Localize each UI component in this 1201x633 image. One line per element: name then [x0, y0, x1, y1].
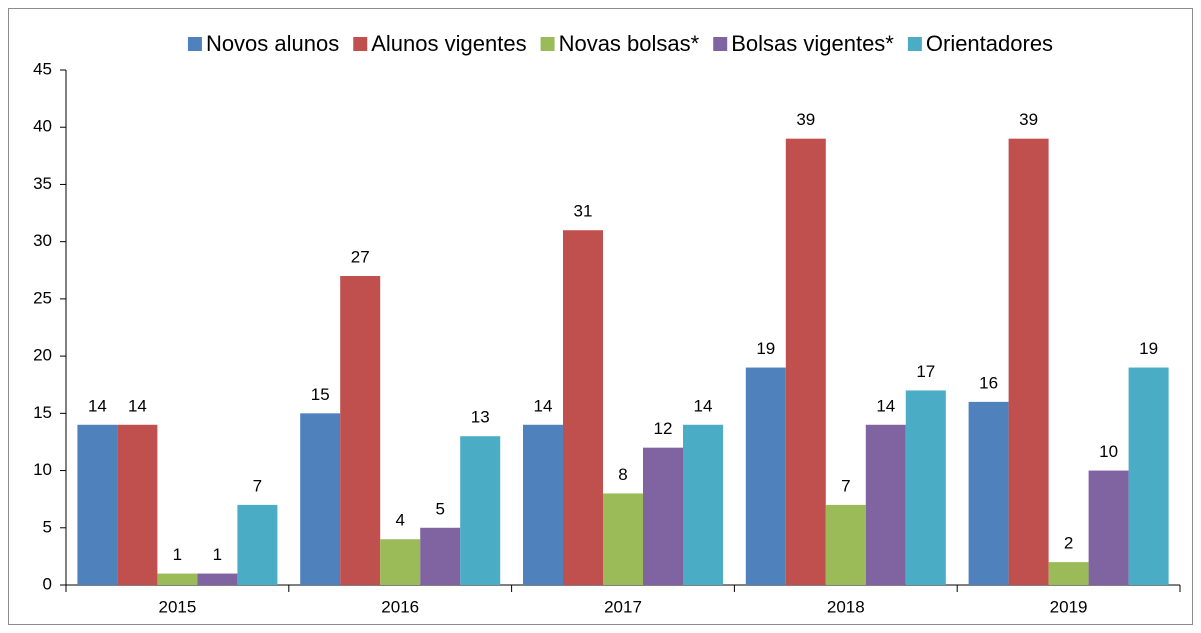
y-tick-label: 45 [33, 59, 52, 78]
data-label: 13 [471, 408, 490, 427]
data-label: 7 [841, 476, 850, 495]
x-tick-label: 2016 [381, 597, 419, 616]
legend-label: Orientadores [926, 31, 1053, 56]
bar [603, 493, 643, 585]
data-label: 14 [128, 396, 147, 415]
data-label: 19 [1139, 339, 1158, 358]
bar [1008, 138, 1049, 585]
data-label: 14 [534, 396, 553, 415]
data-label: 5 [435, 499, 444, 518]
y-tick-label: 35 [33, 174, 52, 193]
y-tick-label: 5 [43, 517, 52, 536]
bar [563, 230, 603, 585]
data-label: 1 [213, 545, 222, 564]
legend-swatch [187, 37, 202, 51]
data-label: 14 [694, 396, 713, 415]
legend-swatch [540, 37, 555, 51]
x-tick-label: 2018 [827, 597, 865, 616]
bar [197, 573, 238, 585]
data-label: 10 [1099, 442, 1118, 461]
legend-label: Bolsas vigentes* [731, 31, 894, 56]
data-label: 14 [88, 396, 107, 415]
bar [460, 436, 501, 585]
data-label: 1 [173, 545, 182, 564]
legend-swatch [907, 37, 922, 51]
bar [117, 424, 158, 585]
data-label: 39 [796, 110, 815, 129]
bar [825, 504, 866, 585]
data-label: 16 [979, 373, 998, 392]
bar [1128, 367, 1169, 585]
bar [683, 424, 723, 585]
y-tick-label: 25 [33, 288, 52, 307]
bar [77, 424, 118, 585]
y-tick-label: 40 [33, 117, 52, 136]
bar [865, 424, 906, 585]
bar [157, 573, 198, 585]
bar [380, 539, 421, 585]
data-label: 17 [916, 362, 935, 381]
bar [237, 504, 278, 585]
x-tick-label: 2019 [1050, 597, 1088, 616]
bar [968, 401, 1009, 585]
data-label: 19 [756, 339, 775, 358]
data-label: 31 [574, 202, 593, 221]
y-tick-label: 20 [33, 346, 52, 365]
y-tick-label: 15 [33, 403, 52, 422]
bar [340, 276, 381, 585]
legend-swatch [353, 37, 368, 51]
data-label: 8 [618, 465, 627, 484]
bar [1088, 470, 1129, 585]
legend-label: Novos alunos [206, 31, 339, 56]
bar [1048, 562, 1089, 585]
x-tick-label: 2015 [158, 597, 196, 616]
legend-label: Alunos vigentes [371, 31, 526, 56]
data-label: 39 [1019, 110, 1038, 129]
data-label: 14 [876, 396, 895, 415]
y-tick-label: 30 [33, 231, 52, 250]
bar [785, 138, 826, 585]
data-label: 15 [311, 385, 330, 404]
y-tick-label: 10 [33, 460, 52, 479]
legend-label: Novas bolsas* [559, 31, 700, 56]
legend-swatch [713, 37, 728, 51]
data-label: 4 [395, 511, 404, 530]
bar [745, 367, 786, 585]
data-label: 27 [351, 247, 370, 266]
data-label: 12 [654, 419, 673, 438]
bar [905, 390, 946, 585]
x-tick-label: 2017 [604, 597, 642, 616]
data-label: 2 [1064, 534, 1073, 553]
bar [523, 424, 563, 585]
bar [420, 527, 461, 585]
y-tick-label: 0 [43, 574, 52, 593]
data-label: 7 [253, 476, 262, 495]
bar [643, 447, 683, 585]
bar [300, 413, 341, 585]
